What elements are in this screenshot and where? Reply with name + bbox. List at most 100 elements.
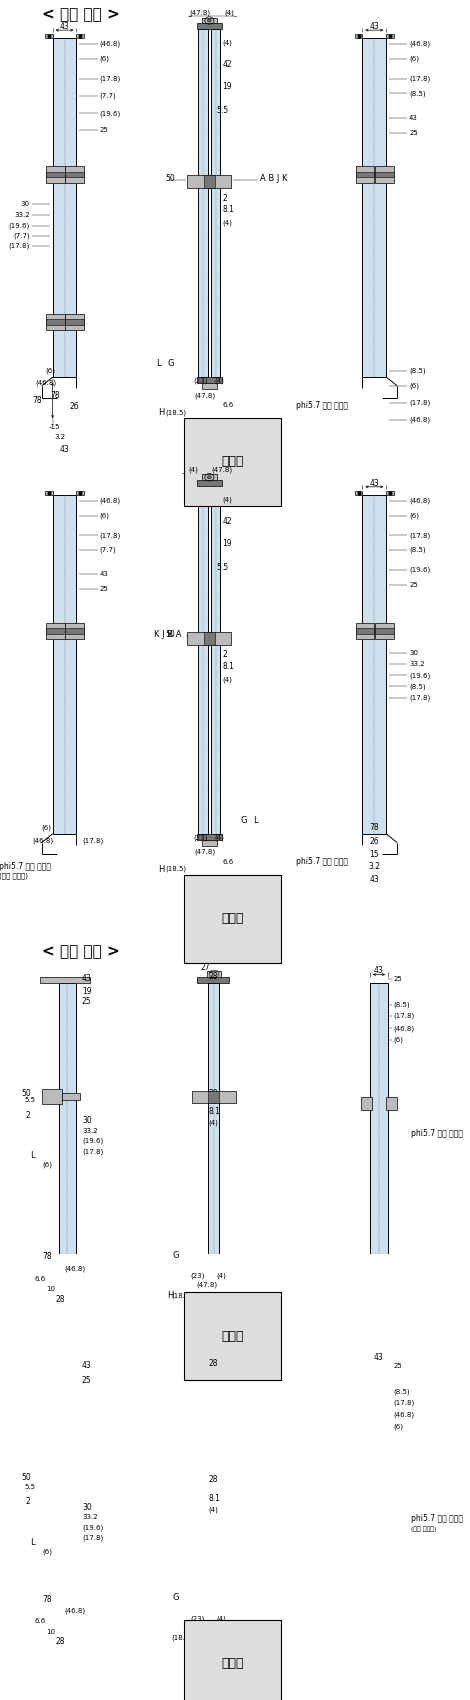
Text: (17.8): (17.8): [409, 532, 431, 539]
Bar: [370, 1368, 388, 1605]
Bar: [362, 37, 386, 377]
Text: (19.6): (19.6): [82, 1137, 103, 1144]
Text: (23): (23): [190, 1615, 204, 1622]
Text: (17.8): (17.8): [82, 1535, 103, 1542]
Text: (47.8): (47.8): [194, 848, 215, 855]
Text: L: L: [253, 816, 258, 824]
Bar: [46, 172, 64, 177]
Text: (18.5): (18.5): [171, 1635, 192, 1642]
Bar: [188, 175, 231, 189]
Bar: [65, 624, 84, 639]
Text: (8.5): (8.5): [393, 1389, 410, 1394]
Bar: [202, 474, 217, 479]
Text: 43: 43: [60, 445, 70, 454]
Text: 3.2: 3.2: [219, 1661, 230, 1668]
Bar: [375, 624, 393, 639]
Text: (6): (6): [45, 367, 55, 374]
Bar: [356, 624, 374, 639]
Text: (18.5): (18.5): [171, 1292, 192, 1299]
Text: L: L: [30, 1538, 35, 1547]
Text: 6.6: 6.6: [34, 1275, 46, 1282]
Bar: [188, 632, 231, 646]
Text: G: G: [172, 1251, 179, 1260]
Text: (8.5): (8.5): [409, 367, 426, 374]
Text: (4): (4): [222, 39, 232, 46]
Circle shape: [208, 19, 211, 22]
Text: < 뒷면 설치 >: < 뒷면 설치 >: [42, 7, 120, 22]
Text: 78: 78: [32, 396, 42, 405]
Bar: [197, 1601, 228, 1612]
Text: 25: 25: [99, 586, 108, 592]
Text: (4): (4): [216, 1273, 226, 1278]
Text: 33.2: 33.2: [409, 661, 425, 668]
Text: 28: 28: [55, 1295, 65, 1304]
Text: 19: 19: [222, 539, 232, 547]
Bar: [62, 1093, 80, 1100]
Bar: [46, 624, 64, 639]
Bar: [356, 629, 374, 634]
Text: 2: 2: [26, 1498, 31, 1506]
Text: (19.6): (19.6): [409, 672, 431, 678]
Text: (4): (4): [216, 1615, 226, 1622]
Text: (6): (6): [409, 382, 419, 389]
Bar: [355, 34, 362, 37]
Text: (4): (4): [222, 496, 232, 503]
Bar: [53, 495, 77, 833]
Text: 43: 43: [409, 116, 418, 121]
Bar: [202, 382, 217, 389]
Bar: [197, 977, 228, 983]
Text: (6): (6): [99, 512, 110, 518]
Text: 2: 2: [222, 194, 227, 202]
Text: (8.5): (8.5): [409, 90, 426, 97]
Bar: [42, 1263, 62, 1277]
Text: (46.8): (46.8): [393, 1025, 415, 1032]
Bar: [198, 29, 208, 377]
Text: (46.8): (46.8): [36, 379, 57, 386]
Text: 3.2: 3.2: [368, 862, 380, 872]
Text: (18.5): (18.5): [166, 410, 187, 416]
Text: 33.2: 33.2: [14, 212, 30, 218]
Text: (46.8): (46.8): [409, 498, 430, 505]
Text: 25: 25: [82, 996, 92, 1005]
Bar: [197, 1363, 228, 1368]
Text: 43: 43: [374, 1353, 384, 1362]
Text: 50: 50: [165, 631, 175, 639]
Bar: [65, 629, 84, 634]
Text: (6): (6): [42, 1549, 52, 1554]
Text: 28: 28: [202, 1671, 212, 1680]
Text: 43: 43: [369, 22, 379, 31]
Text: 27: 27: [200, 964, 210, 972]
Bar: [46, 629, 64, 634]
Text: (8.5): (8.5): [393, 1001, 410, 1008]
Text: (47.8): (47.8): [194, 393, 215, 400]
Text: 28: 28: [208, 1476, 218, 1484]
Text: L: L: [157, 359, 161, 369]
Text: (19.6): (19.6): [409, 566, 431, 573]
Text: (4): (4): [208, 1506, 218, 1513]
Text: 26: 26: [202, 1649, 212, 1658]
Text: (7.7): (7.7): [99, 92, 116, 99]
Bar: [40, 1363, 90, 1368]
Bar: [42, 1090, 62, 1103]
Bar: [208, 1477, 219, 1489]
Bar: [211, 486, 220, 833]
Bar: [46, 314, 64, 330]
Text: 28: 28: [204, 887, 214, 896]
Text: (6): (6): [393, 1037, 404, 1044]
Text: H: H: [158, 865, 165, 874]
Text: (46.8): (46.8): [64, 1608, 85, 1615]
Text: 43: 43: [60, 22, 70, 31]
Text: phi5.7 회색 케이블: phi5.7 회색 케이블: [297, 857, 348, 867]
Text: (47.8): (47.8): [189, 10, 211, 17]
Text: (23): (23): [193, 835, 208, 841]
Text: 50: 50: [21, 1474, 31, 1482]
Text: 10: 10: [197, 420, 206, 425]
Text: 10: 10: [197, 877, 206, 882]
Bar: [356, 172, 374, 177]
Text: (46.8): (46.8): [409, 416, 430, 423]
Text: 43: 43: [369, 876, 379, 884]
Bar: [370, 983, 388, 1263]
Text: 8.1: 8.1: [222, 661, 234, 672]
Text: 투광기: 투광기: [221, 456, 243, 468]
Bar: [196, 377, 222, 382]
